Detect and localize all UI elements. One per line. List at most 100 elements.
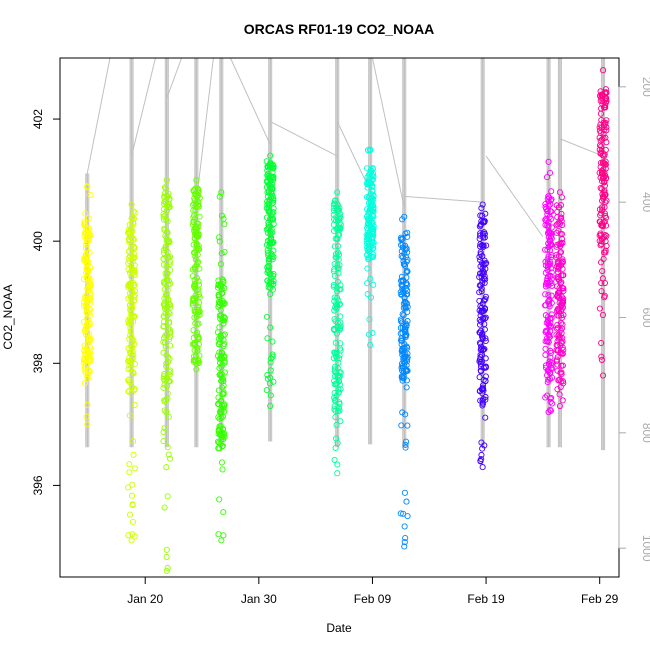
co2-data-point	[367, 341, 374, 349]
co2-data-point	[163, 363, 170, 370]
co2-data-point	[267, 402, 274, 410]
co2-data-point	[331, 327, 338, 334]
co2-data-point	[221, 300, 228, 308]
co2-data-point	[160, 213, 167, 220]
co2-data-point	[265, 181, 272, 188]
co2-data-point	[269, 353, 276, 360]
pressure-transit-line	[559, 138, 604, 157]
co2-data-point	[87, 358, 94, 365]
co2-data-point	[365, 331, 373, 338]
co2-data-point	[553, 202, 560, 209]
co2-data-point	[333, 421, 340, 428]
co2-data-point	[269, 169, 276, 176]
co2-data-point	[127, 293, 135, 300]
co2-data-point	[598, 143, 605, 150]
pressure-transit-line	[485, 155, 544, 238]
co2-data-point	[265, 208, 272, 215]
co2-data-point	[331, 261, 338, 268]
pressure-transit-line	[166, 57, 183, 99]
co2-data-point	[403, 377, 410, 384]
co2-data-point	[194, 233, 201, 240]
co2-data-point	[401, 213, 408, 220]
co2-data-point	[126, 290, 134, 297]
co2-data-point	[545, 331, 552, 338]
co2-data-point	[163, 177, 170, 184]
co2-data-point	[267, 367, 274, 374]
co2-data-point	[267, 392, 274, 399]
co2-data-point	[81, 295, 88, 302]
co2-data-point	[599, 170, 606, 178]
co2-data-point	[602, 86, 610, 93]
co2-data-point	[601, 151, 608, 158]
co2-data-point	[333, 225, 340, 233]
co2-data-point	[559, 304, 567, 311]
co2-data-point	[397, 337, 405, 344]
co2-data-point	[334, 461, 341, 468]
co2-data-point	[544, 256, 551, 263]
co2-data-point	[164, 390, 171, 397]
pressure-transit-line	[229, 57, 271, 145]
co2-data-point	[402, 329, 409, 336]
co2-data-point	[164, 287, 171, 294]
co2-data-point	[270, 378, 277, 385]
co2-data-point	[481, 279, 488, 287]
co2-data-point	[337, 323, 344, 330]
co2-data-point	[596, 305, 603, 312]
co2-data-point	[331, 377, 338, 384]
co2-data-point	[599, 275, 606, 282]
co2-data-point	[264, 225, 272, 232]
co2-data-point	[192, 320, 199, 327]
co2-data-point	[269, 351, 276, 358]
co2-data-point	[130, 215, 138, 222]
co2-data-point	[482, 335, 489, 342]
co2-data-point	[547, 242, 554, 249]
co2-data-point	[556, 402, 563, 410]
co2-data-point	[482, 414, 489, 421]
co2-data-point	[334, 189, 341, 196]
pressure-transit-line	[195, 57, 214, 203]
co2-data-point	[85, 319, 92, 326]
co2-data-point	[481, 442, 488, 449]
co2-data-point	[130, 352, 137, 359]
co2-data-point	[369, 329, 376, 336]
co2-data-point	[482, 293, 489, 300]
co2-data-point	[160, 384, 167, 391]
co2-data-point	[559, 300, 566, 307]
co2-data-point	[546, 332, 553, 339]
co2-data-point	[544, 275, 551, 282]
co2-data-point	[333, 305, 340, 312]
co2-data-point	[194, 244, 201, 251]
co2-data-point	[544, 259, 551, 266]
co2-data-point	[366, 209, 374, 216]
co2-data-point	[398, 236, 405, 243]
co2-data-point	[402, 230, 409, 237]
co2-data-point	[400, 312, 407, 319]
co2-data-point	[128, 201, 135, 208]
co2-data-point	[85, 316, 92, 323]
co2-data-point	[548, 292, 555, 299]
co2-data-point	[555, 332, 562, 339]
co2-data-point	[216, 349, 223, 356]
co2-data-point	[131, 313, 138, 320]
pressure-transit-line	[371, 57, 405, 209]
co2-data-point	[554, 354, 561, 361]
co2-data-point	[366, 173, 373, 181]
co2-data-point	[160, 438, 167, 445]
co2-data-point	[369, 245, 376, 252]
co2-data-point	[365, 216, 372, 223]
co2-data-point	[480, 234, 487, 241]
co2-data-point	[196, 352, 203, 359]
co2-data-point	[479, 464, 486, 471]
co2-data-point	[219, 298, 226, 305]
co2-data-point	[598, 340, 605, 347]
co2-data-point	[330, 281, 337, 288]
co2-data-point	[166, 258, 174, 265]
co2-data-point	[163, 567, 170, 574]
co2-data-point	[163, 464, 170, 471]
pressure-transit-line	[86, 57, 111, 174]
co2-data-point	[600, 67, 607, 74]
co2-data-point	[160, 428, 167, 436]
co2-data-point	[193, 177, 200, 184]
co2-data-point	[268, 355, 275, 362]
co2-data-point	[402, 444, 409, 451]
